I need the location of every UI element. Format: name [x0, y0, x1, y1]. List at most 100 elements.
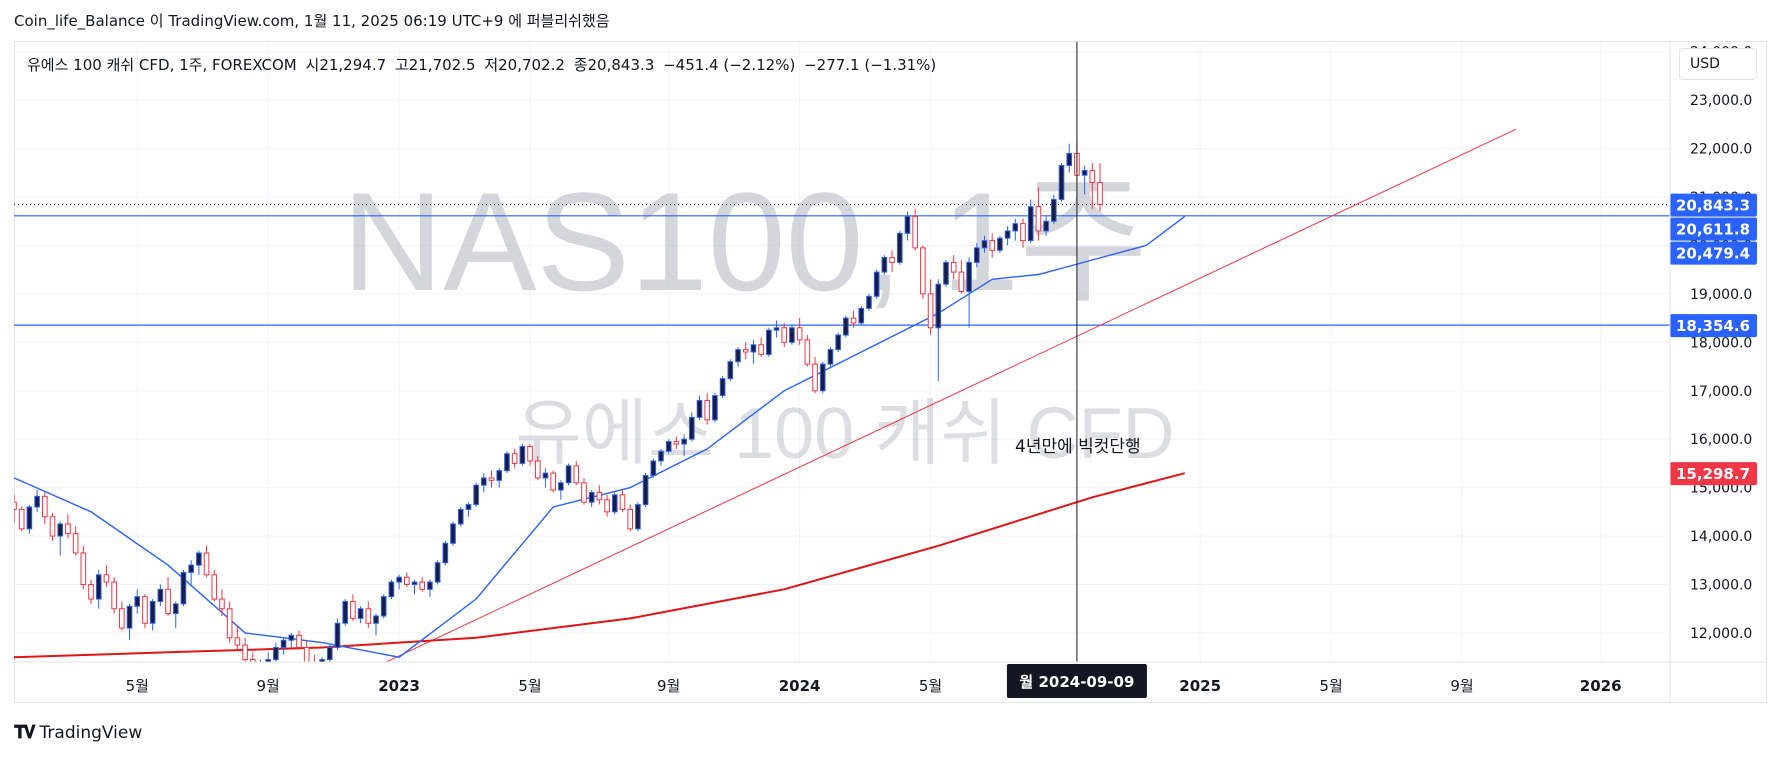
- grid: [14, 42, 1670, 662]
- candle: [465, 502, 472, 517]
- candle-body: [565, 465, 572, 484]
- candle: [658, 448, 664, 466]
- candle: [958, 259, 965, 294]
- candle: [365, 601, 372, 629]
- candle: [165, 577, 171, 616]
- price-tick-label: 16,000.0: [1690, 432, 1752, 448]
- candle: [481, 473, 487, 493]
- candles: [14, 141, 1103, 662]
- candle-body: [819, 363, 826, 392]
- candle-body: [712, 395, 718, 421]
- price-label-text: 15,298.7: [1676, 465, 1750, 483]
- candle: [388, 579, 395, 600]
- time-tick-label: 5월: [1319, 677, 1342, 695]
- candle-body: [966, 261, 972, 292]
- crosshair-date-label: 월 2024-09-09: [1019, 673, 1134, 691]
- candle: [211, 569, 218, 602]
- candle: [334, 618, 341, 650]
- candle-body: [896, 232, 903, 263]
- candle: [404, 572, 410, 587]
- price-tick-label: 17,000.0: [1690, 384, 1752, 400]
- candle-body: [311, 661, 318, 662]
- candle-body: [72, 533, 79, 554]
- candle-body: [211, 574, 218, 600]
- price-label: 20,479.4: [1670, 241, 1757, 265]
- time-tick-label: 2023: [378, 677, 420, 695]
- candle-body: [34, 495, 40, 508]
- price-label-box: [1670, 241, 1757, 265]
- candle: [635, 502, 641, 532]
- candle-body: [388, 581, 395, 598]
- candle-body: [473, 484, 479, 506]
- candle: [234, 625, 241, 650]
- price-label-text: 20,611.8: [1676, 221, 1750, 239]
- candle: [835, 332, 841, 352]
- candle-body: [280, 639, 287, 648]
- candle-body: [973, 247, 980, 263]
- candle-body: [457, 508, 464, 525]
- candle-body: [688, 416, 695, 440]
- candle-body: [1027, 206, 1034, 242]
- candle: [896, 230, 903, 265]
- candle: [373, 613, 379, 636]
- legend-low: 저20,702.2: [484, 56, 565, 74]
- candle-body: [226, 608, 233, 639]
- candle-body: [773, 327, 780, 331]
- candle-body: [249, 659, 256, 662]
- time-tick-label: 9월: [1450, 677, 1473, 695]
- candle-body: [57, 523, 64, 537]
- candle-body: [488, 477, 495, 481]
- candle-body: [573, 465, 580, 484]
- candle: [14, 494, 17, 523]
- candle: [920, 245, 926, 299]
- price-axis[interactable]: 12,000.013,000.014,000.015,000.016,000.0…: [1670, 45, 1757, 642]
- candle-body: [750, 344, 757, 353]
- legend-high: 고21,702.5: [394, 56, 476, 74]
- candle: [1089, 163, 1096, 210]
- candle-body: [927, 293, 934, 329]
- publish-line: Coin_life_Balance 이 TradingView.com, 1월 …: [14, 12, 610, 30]
- currency-button[interactable]: USD: [1679, 48, 1757, 80]
- candle-body: [111, 581, 117, 610]
- tradingview-logo[interactable]: 𝐓𝐕 TradingView: [14, 722, 142, 743]
- candle: [866, 293, 872, 311]
- candle-body: [234, 637, 241, 646]
- candle-body: [334, 622, 341, 648]
- candle: [704, 393, 711, 425]
- candle-body: [273, 646, 279, 661]
- candle: [766, 327, 772, 357]
- candle: [588, 490, 595, 507]
- candle-body: [989, 240, 996, 251]
- candle-body: [26, 506, 33, 530]
- candle-body: [958, 271, 965, 292]
- candle: [858, 305, 865, 326]
- candle: [573, 460, 580, 486]
- candle: [581, 477, 587, 505]
- time-axis[interactable]: 5월 9월 2023 5월 9월 2024 5월 2025 5월 9월 2026: [126, 677, 1622, 695]
- candle: [434, 560, 441, 585]
- legend-change-2: −277.1 (−1.31%): [804, 56, 937, 74]
- candle: [288, 632, 295, 648]
- candle-body: [866, 295, 872, 309]
- candle-body: [396, 576, 402, 583]
- candle: [18, 506, 25, 532]
- price-label-text: 20,479.4: [1676, 245, 1750, 263]
- candle: [819, 361, 826, 394]
- legend-open: 시21,294.7: [305, 56, 387, 74]
- candle: [450, 521, 456, 546]
- candle: [203, 545, 210, 578]
- candle: [249, 652, 256, 662]
- candle-body: [288, 634, 295, 641]
- candle-body: [1097, 181, 1103, 206]
- candle-body: [172, 603, 179, 615]
- candle-body: [804, 339, 811, 365]
- legend-change: −451.4 (−2.12%): [663, 56, 796, 74]
- candle-body: [1081, 169, 1088, 176]
- candle-body: [534, 460, 541, 479]
- candle-body: [481, 477, 487, 486]
- candle-body: [581, 482, 587, 503]
- candle: [196, 550, 202, 575]
- candle: [1051, 194, 1057, 224]
- candle-body: [180, 571, 187, 605]
